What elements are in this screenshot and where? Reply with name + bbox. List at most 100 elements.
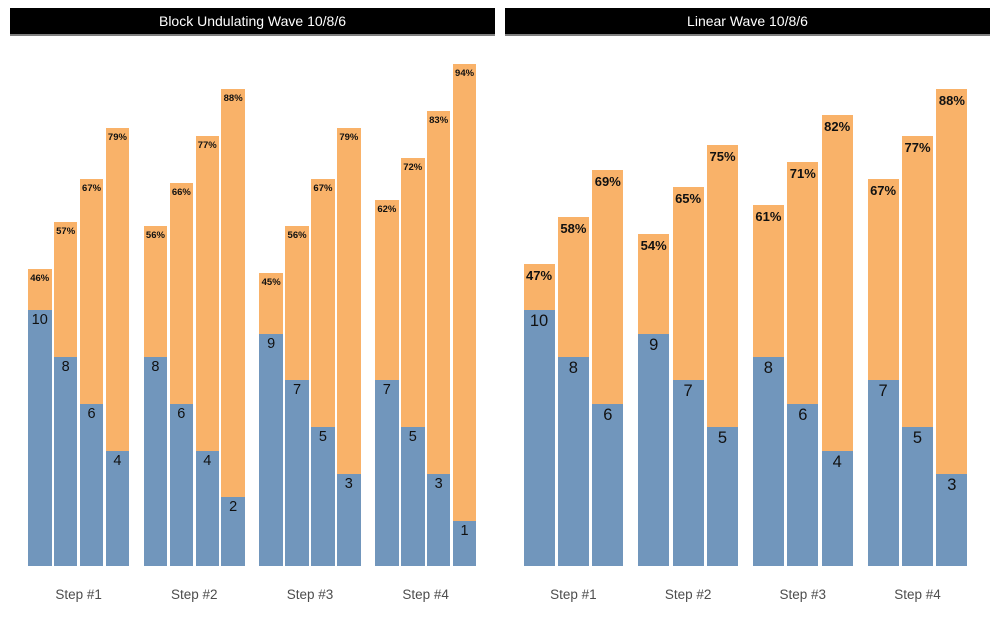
category-label: Step #3 — [286, 587, 334, 602]
reps-bar-segment — [752, 357, 784, 566]
reps-bar-segment — [28, 310, 52, 566]
reps-label: 9 — [649, 335, 659, 354]
reps-bar-segment — [707, 427, 738, 566]
reps-bar-segment — [592, 403, 624, 566]
category-label: Step #1 — [55, 587, 102, 602]
reps-label: 7 — [878, 382, 888, 401]
reps-bar-segment — [221, 497, 245, 566]
intensity-label: 77% — [197, 140, 217, 152]
category-label: Step #1 — [550, 587, 597, 602]
intensity-label: 72% — [403, 161, 423, 173]
intensity-label: 75% — [709, 148, 736, 164]
reps-label: 5 — [318, 429, 327, 446]
reps-bar-segment — [821, 450, 853, 566]
reps-bar-segment — [375, 380, 399, 566]
intensity-label: 45% — [261, 276, 281, 288]
reps-label: 3 — [344, 476, 353, 492]
reps-label: 10 — [529, 312, 549, 331]
reps-label: 7 — [683, 382, 693, 401]
intensity-bar-segment — [221, 89, 245, 566]
reps-label: 8 — [763, 359, 773, 377]
reps-bar-segment — [787, 403, 819, 566]
reps-bar-segment — [638, 333, 670, 566]
category-label: Step #3 — [779, 587, 827, 602]
reps-label: 8 — [568, 359, 578, 377]
intensity-label: 67% — [870, 182, 897, 198]
intensity-label: 79% — [339, 131, 359, 143]
intensity-label: 46% — [30, 272, 50, 284]
reps-label: 8 — [151, 359, 160, 375]
intensity-label: 47% — [525, 268, 553, 284]
intensity-label: 61% — [755, 208, 782, 224]
reps-bar-segment — [105, 450, 130, 566]
category-label: Step #4 — [894, 587, 941, 602]
reps-label: 4 — [203, 452, 212, 469]
category-label: Step #2 — [664, 587, 712, 602]
intensity-label: 67% — [313, 182, 333, 194]
intensity-label: 82% — [824, 118, 851, 134]
intensity-label: 62% — [377, 204, 397, 216]
reps-label: 6 — [603, 405, 613, 424]
reps-label: 5 — [912, 429, 923, 448]
reps-label: 4 — [113, 452, 122, 469]
reps-bar-segment — [285, 380, 309, 566]
reps-bar-segment — [259, 333, 283, 566]
reps-label: 7 — [382, 382, 391, 399]
reps-bar-segment — [523, 310, 555, 566]
reps-bar-segment — [79, 403, 104, 566]
intensity-label: 57% — [56, 225, 76, 237]
intensity-label: 94% — [455, 67, 475, 79]
reps-label: 8 — [61, 359, 70, 375]
right-chart-title-bar: Linear Wave 10/8/6 — [505, 8, 990, 36]
reps-bar-segment — [936, 474, 968, 566]
intensity-label: 56% — [287, 229, 307, 241]
reps-label: 6 — [177, 405, 186, 422]
intensity-label: 83% — [429, 114, 449, 126]
reps-label: 4 — [832, 452, 842, 471]
reps-label: 9 — [267, 335, 276, 352]
intensity-bar-segment — [426, 110, 451, 566]
reps-label: 10 — [31, 312, 48, 329]
reps-bar-segment — [337, 474, 361, 566]
reps-bar-segment — [143, 357, 168, 566]
left-chart-title-bar: Block Undulating Wave 10/8/6 — [10, 8, 495, 36]
intensity-label: 65% — [675, 191, 702, 207]
reps-bar-segment — [311, 427, 335, 566]
reps-label: 6 — [798, 405, 808, 424]
intensity-label: 88% — [223, 93, 243, 105]
reps-label: 5 — [717, 429, 728, 448]
intensity-bar-segment — [337, 127, 361, 566]
reps-bar-segment — [867, 380, 899, 566]
intensity-label: 71% — [789, 165, 816, 181]
intensity-label: 66% — [171, 187, 191, 199]
intensity-label: 58% — [560, 221, 587, 237]
intensity-label: 77% — [904, 140, 931, 156]
category-label: Step #4 — [402, 587, 449, 602]
reps-label: 2 — [229, 499, 238, 516]
reps-bar-segment — [452, 520, 477, 566]
reps-bar-segment — [53, 357, 78, 566]
reps-label: 3 — [947, 476, 957, 494]
reps-label: 7 — [293, 382, 302, 399]
right-chart-title: Linear Wave 10/8/6 — [687, 13, 808, 29]
intensity-label: 69% — [594, 174, 621, 190]
reps-bar-segment — [426, 474, 451, 566]
intensity-label: 54% — [640, 238, 667, 254]
intensity-label: 56% — [145, 229, 165, 241]
reps-label: 6 — [87, 405, 96, 422]
reps-bar-segment — [672, 380, 704, 566]
reps-bar-segment — [169, 403, 194, 566]
reps-bar-segment — [195, 450, 219, 566]
reps-bar-segment — [902, 427, 933, 566]
category-label: Step #2 — [171, 587, 218, 602]
left-chart-title: Block Undulating Wave 10/8/6 — [158, 13, 347, 29]
intensity-label: 88% — [938, 93, 965, 109]
reps-label: 3 — [434, 476, 443, 492]
reps-bar-segment — [401, 427, 425, 566]
intensity-label: 79% — [107, 131, 127, 143]
intensity-bar-segment — [452, 63, 477, 566]
intensity-label: 67% — [82, 182, 102, 194]
